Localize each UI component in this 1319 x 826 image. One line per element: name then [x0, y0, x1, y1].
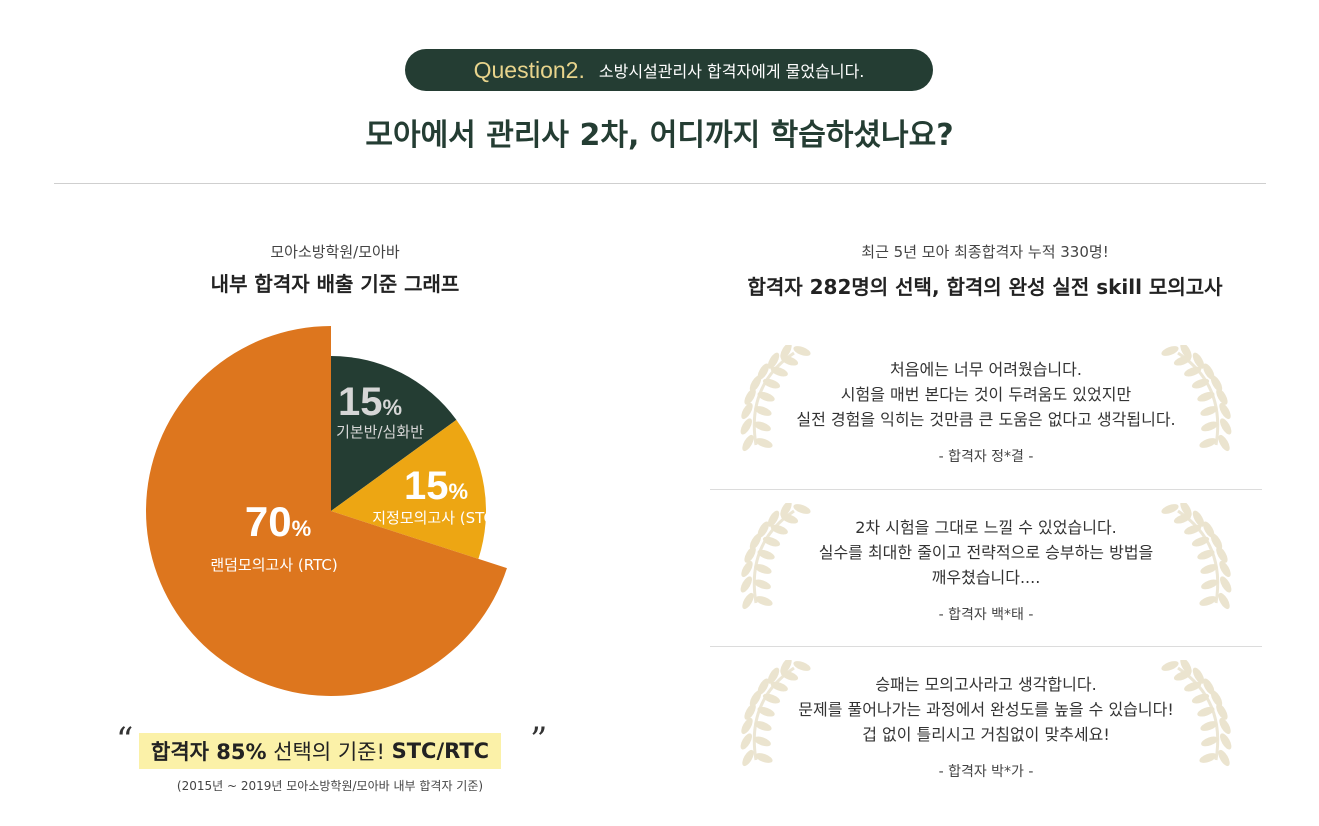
testimonial-author: - 합격자 정*결 -	[938, 449, 1034, 465]
testimonial-card: 처음에는 너무 어려웠습니다. 시험을 매번 본다는 것이 두려움도 있었지만 …	[710, 345, 1262, 490]
pie-label-stc: 지정모의고사 (STC)	[372, 509, 500, 527]
right-title: 합격자 282명의 선택, 합격의 완성 실전 skill 모의고사	[747, 275, 1223, 299]
testimonial-line: 승패는 모의고사라고 생각합니다.	[875, 675, 1097, 694]
pie-slice-rtc	[146, 326, 507, 696]
highlight-bold: 합격자 85%	[151, 740, 267, 764]
chart-subtitle: 모아소방학원/모아바	[270, 243, 400, 261]
pie-value-stc: 15%	[404, 464, 468, 508]
laurel-left-icon	[740, 503, 811, 610]
pie-label-basic: 기본반/심화반	[336, 423, 424, 441]
laurel-right-icon	[1161, 345, 1232, 452]
pie-slice-stc	[331, 419, 486, 559]
testimonial-line: 문제를 풀어나가는 과정에서 완성도를 높을 수 있습니다!	[798, 700, 1174, 719]
testimonial-line: 깨우쳤습니다....	[931, 568, 1041, 587]
testimonial-line: 처음에는 너무 어려웠습니다.	[890, 360, 1082, 379]
testimonial-line: 실수를 최대한 줄이고 전략적으로 승부하는 방법을	[818, 543, 1154, 562]
pie-value-rtc: 70%	[245, 498, 311, 545]
page-headline: 모아에서 관리사 2차, 어디까지 학습하셨나요?	[365, 118, 954, 153]
question-label: Question2.	[473, 56, 585, 83]
chart-title: 내부 합격자 배출 기준 그래프	[210, 272, 460, 296]
question-badge: Question2. 소방시설관리사 합격자에게 물었습니다.	[405, 49, 933, 91]
highlight-banner: 합격자 85% 선택의 기준! STC/RTC	[139, 733, 502, 769]
laurel-left-icon	[740, 345, 811, 452]
highlight-normal: 선택의 기준!	[266, 740, 392, 764]
laurel-right-icon	[1161, 660, 1232, 767]
quote-open-mark: “	[116, 720, 134, 760]
question-text: 소방시설관리사 합격자에게 물었습니다.	[598, 62, 865, 81]
testimonial-line: 겁 없이 틀리시고 거침없이 맞추세요!	[862, 725, 1110, 744]
pie-value-basic: 15%	[338, 380, 402, 424]
testimonial-author: - 합격자 박*가 -	[938, 764, 1034, 780]
pie-slice-basic	[331, 356, 457, 511]
quote-close-mark: ”	[530, 720, 548, 760]
testimonial-line: 시험을 매번 본다는 것이 두려움도 있었지만	[840, 385, 1132, 404]
testimonial-line: 2차 시험을 그대로 느낄 수 있었습니다.	[855, 518, 1117, 537]
testimonial-card: 승패는 모의고사라고 생각합니다. 문제를 풀어나가는 과정에서 완성도를 높을…	[710, 660, 1262, 805]
section-divider	[54, 183, 1266, 184]
right-subtitle: 최근 5년 모아 최종합격자 누적 330명!	[861, 243, 1109, 261]
testimonial-author: - 합격자 백*태 -	[938, 607, 1034, 623]
laurel-left-icon	[740, 660, 811, 767]
pie-chart: 15% 기본반/심화반 15% 지정모의고사 (STC) 70% 랜덤모의고사 …	[146, 326, 507, 696]
testimonial-card: 2차 시험을 그대로 느낄 수 있었습니다. 실수를 최대한 줄이고 전략적으로…	[710, 503, 1262, 648]
highlight-bold-2: STC/RTC	[391, 739, 490, 763]
testimonial-divider	[710, 646, 1262, 647]
chart-footnote: (2015년 ~ 2019년 모아소방학원/모아바 내부 합격자 기준)	[176, 779, 484, 793]
laurel-right-icon	[1161, 503, 1232, 610]
pie-label-rtc: 랜덤모의고사 (RTC)	[210, 556, 337, 574]
testimonial-line: 실전 경험을 익히는 것만큼 큰 도움은 없다고 생각됩니다.	[796, 410, 1176, 429]
testimonial-divider	[710, 489, 1262, 490]
